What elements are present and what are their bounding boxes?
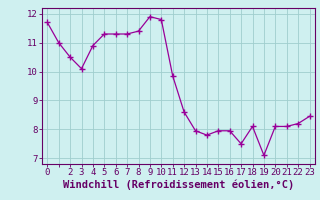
X-axis label: Windchill (Refroidissement éolien,°C): Windchill (Refroidissement éolien,°C): [63, 180, 294, 190]
